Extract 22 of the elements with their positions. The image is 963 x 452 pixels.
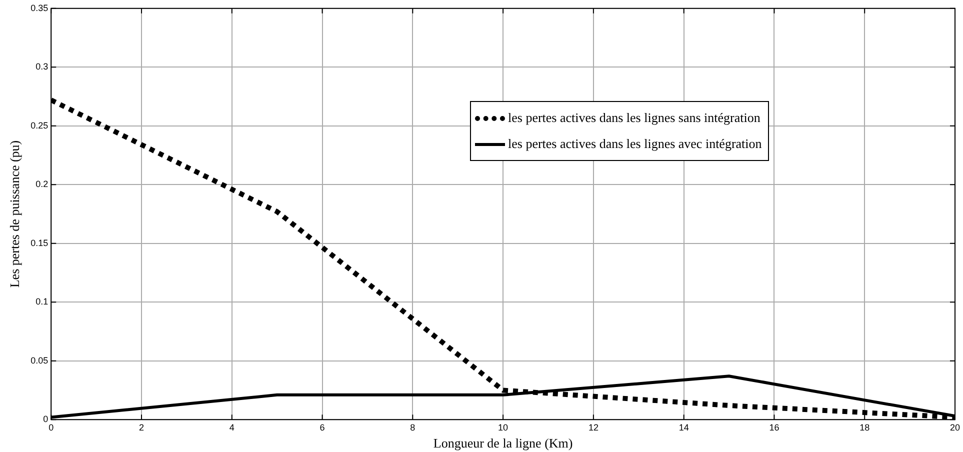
- x-tick-label: 16: [769, 422, 780, 432]
- x-tick-label: 2: [138, 422, 144, 432]
- y-tick-label: 0.05: [30, 355, 48, 366]
- x-tick-label: 8: [410, 422, 416, 432]
- legend-label: les pertes actives dans les lignes avec intégration: [508, 136, 762, 152]
- y-tick-label: 0.1: [36, 296, 48, 307]
- y-tick-label: 0.3: [36, 62, 48, 72]
- x-tick-label: 14: [678, 422, 689, 432]
- legend-label: les pertes actives dans les lignes sans intégration: [508, 110, 760, 126]
- y-tick-label: 0.35: [30, 2, 48, 13]
- y-axis-title: Les pertes de puissance (pu): [7, 140, 22, 288]
- x-tick-label: 18: [860, 422, 870, 432]
- x-tick-label: 20: [950, 422, 960, 432]
- x-tick-label: 4: [229, 422, 234, 432]
- y-tick-label: 0.25: [30, 120, 48, 130]
- y-tick-label: 0.2: [36, 179, 48, 190]
- x-tick-label: 10: [498, 422, 508, 432]
- x-axis-title: Longueur de la ligne (Km): [433, 436, 573, 451]
- y-tick-label: 0.15: [30, 238, 48, 248]
- y-tick-label: 0: [43, 414, 48, 424]
- x-tick-label: 6: [320, 422, 325, 432]
- x-tick-label: 12: [588, 422, 598, 432]
